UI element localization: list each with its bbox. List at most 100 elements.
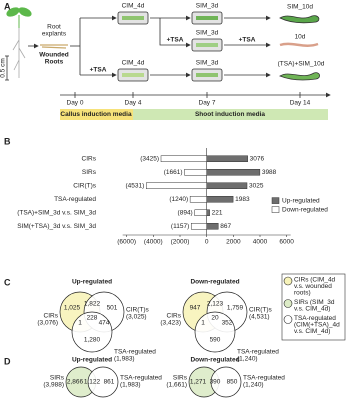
set-count: (1,661) — [166, 382, 187, 389]
set-label: TSA-regulated — [237, 349, 279, 356]
region-count: 501 — [107, 305, 118, 312]
panel-letter: D — [4, 356, 11, 366]
step-label: SIM_3d — [196, 3, 219, 10]
bar — [189, 196, 207, 203]
step-label: (TSA)+SIM_10d — [278, 61, 325, 68]
legend-label: v.s. wounded — [294, 283, 332, 290]
legend-label: (CIM(+TSA)_4d — [294, 322, 340, 329]
legend-swatch — [283, 299, 293, 308]
bar — [190, 223, 207, 230]
day-label: Day 4 — [125, 100, 142, 107]
category-label: SIM(+TSA)_3d v.s. SIM_3d — [17, 223, 96, 230]
x-tick-label: (4000) — [144, 239, 163, 246]
legend-label: CIRs (CIM_4d — [294, 277, 336, 284]
media-label: Shoot induction media — [195, 111, 265, 118]
legend-swatch — [271, 206, 280, 213]
region-count: 474 — [99, 320, 110, 327]
value-label: 3076 — [250, 155, 265, 162]
set-label: CIRs — [167, 313, 182, 320]
bar — [206, 182, 248, 189]
x-tick-label: (6000) — [117, 239, 136, 246]
value-label: 1983 — [235, 196, 250, 203]
set-count: (3,988) — [43, 382, 64, 389]
set-count: (1,983) — [120, 382, 141, 389]
step-label: CIM_4d — [122, 3, 145, 10]
value-label: 3025 — [249, 182, 264, 189]
region-count: 20 — [211, 315, 219, 322]
media-label: Callus induction media — [60, 111, 132, 118]
venn-set — [71, 311, 113, 353]
bar — [206, 209, 210, 216]
region-count: 590 — [210, 337, 221, 344]
bar — [206, 155, 248, 162]
label: Roots — [45, 59, 64, 66]
legend-label: TSA-regulated — [294, 315, 336, 322]
day-label: Day 7 — [199, 100, 216, 107]
step-label: CIM_4d — [122, 60, 145, 67]
venn-set — [210, 366, 242, 398]
legend-label: v.s. CIM_4d) — [294, 306, 330, 313]
label: explants — [42, 31, 67, 38]
x-tick-label: 2000 — [226, 239, 241, 246]
bar — [206, 223, 219, 230]
region-count: 2,123 — [207, 301, 224, 308]
set-count: (1,240) — [243, 382, 264, 389]
x-tick-label: (2000) — [171, 239, 190, 246]
treatment-label: +TSA — [167, 37, 184, 44]
region-count: 947 — [190, 305, 201, 312]
legend-label: SIRs (SIM_3d — [294, 299, 335, 306]
region-count: 1 — [201, 320, 205, 327]
x-tick-label: 4000 — [253, 239, 268, 246]
panel-a-art — [5, 7, 331, 120]
scale-label: 0.5 cm — [0, 58, 7, 78]
legend-swatch — [283, 276, 293, 286]
value-label: (1661) — [164, 169, 183, 176]
step-label: 10d — [295, 34, 306, 41]
venn-title: Up-regulated — [72, 279, 112, 286]
region-count: 2,866 — [67, 379, 84, 386]
region-count: 1,271 — [190, 379, 207, 386]
legend-label: roots) — [294, 290, 311, 297]
category-label: TSA-regulated — [54, 196, 96, 203]
value-label: (3425) — [140, 155, 159, 162]
panel-letter: B — [4, 136, 11, 146]
value-label: 867 — [220, 223, 231, 230]
step-label: SIM_10d — [287, 4, 313, 11]
set-count: (3,423) — [160, 320, 181, 327]
venn-set — [87, 366, 119, 398]
region-count: 352 — [222, 320, 233, 327]
region-count: 1,822 — [84, 301, 101, 308]
label: Root — [47, 24, 61, 31]
set-label: CIR(T)s — [249, 307, 272, 314]
step-label: SIM_3d — [196, 30, 219, 37]
legend-label: Up-regulated — [282, 197, 320, 204]
bar — [160, 155, 207, 162]
set-label: SIRs — [50, 375, 65, 382]
day-label: Day 0 — [67, 100, 84, 107]
legend-swatch — [271, 197, 280, 204]
category-label: CIR(T)s — [73, 182, 96, 189]
set-count: (4,531) — [249, 314, 270, 321]
set-label: TSA-regulated — [120, 375, 162, 382]
set-count: (1,240) — [237, 356, 258, 363]
label: Wounded — [39, 52, 69, 59]
region-count: 861 — [104, 379, 115, 386]
value-label: 3988 — [262, 169, 277, 176]
treatment-label: +TSA — [239, 37, 256, 44]
legend-label: v.s. CIM_4d) — [294, 328, 330, 335]
set-count: (3,076) — [37, 320, 58, 327]
value-label: (894) — [178, 209, 193, 216]
region-count: 1,280 — [84, 337, 101, 344]
value-label: (1157) — [171, 223, 189, 230]
x-tick-label: 6000 — [279, 239, 294, 246]
bar — [184, 169, 207, 176]
venn-title: Down-regulated — [190, 357, 239, 364]
category-label: SIRs — [82, 169, 97, 176]
set-label: CIRs — [44, 313, 59, 320]
treatment-label: +TSA — [90, 67, 107, 74]
category-label: (TSA)+SIM_3d v.s. SIM_3d — [17, 209, 96, 216]
region-count: 1,025 — [64, 305, 81, 312]
bar — [206, 169, 261, 176]
bar — [194, 209, 207, 216]
